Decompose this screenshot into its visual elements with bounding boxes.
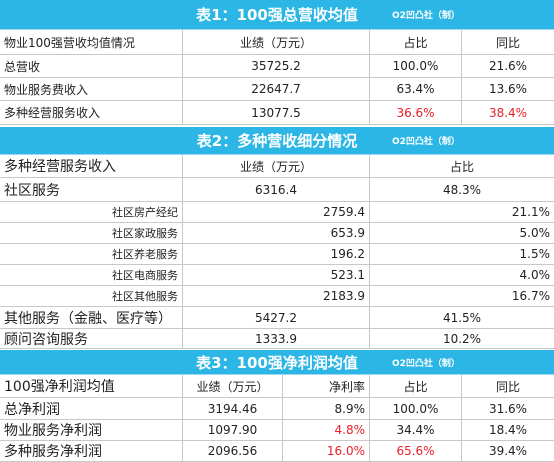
table: 表1：100强总营收均值 O2凹凸社（制） 物业100强营收均值情况 业绩（万元） 占比…	[0, 0, 554, 125]
table-cell: 社区房产经纪	[0, 202, 183, 222]
table-cell: 物业服务净利润	[0, 420, 183, 440]
table-cell: 社区电商服务	[0, 265, 183, 285]
table-cell: 多种服务净利润	[0, 441, 183, 461]
table-header: 表1：100强总营收均值 O2凹凸社（制）	[0, 0, 554, 30]
table-cell: 34.4%	[370, 420, 462, 440]
table-cell: 占比	[370, 30, 462, 54]
table-row: 社区服务 6316.4 48.3%	[0, 178, 554, 202]
table-cell: 业绩（万元）	[183, 155, 370, 177]
table-row: 总净利润 3194.46 8.9% 100.0% 31.6%	[0, 398, 554, 420]
table-row: 社区养老服务 196.2 1.5%	[0, 244, 554, 265]
credit: O2凹凸社（制）	[392, 358, 460, 369]
table-cell: 业绩（万元）	[183, 375, 283, 397]
table-cell: 100.0%	[370, 55, 462, 77]
table-cell: 523.1	[183, 265, 370, 285]
table-row: 多种经营服务收入 业绩（万元） 占比	[0, 155, 554, 178]
table-cell: 2759.4	[183, 202, 370, 222]
credit: O2凹凸社（制）	[392, 11, 460, 21]
table-title: 表1：100强总营收均值	[196, 6, 358, 24]
table-cell: 其他服务（金融、医疗等）	[0, 307, 183, 328]
table-cell: 36.6%	[370, 101, 462, 124]
table-cell: 39.4%	[488, 444, 528, 458]
table-row: 其他服务（金融、医疗等） 5427.2 41.5%	[0, 307, 554, 329]
table-row: 社区家政服务 653.9 5.0%	[0, 223, 554, 244]
table-cell: 196.2	[183, 244, 370, 264]
table-cell: 净利率	[283, 375, 370, 397]
table-header: 表2：多种营收细分情况 O2凹凸社（制）	[0, 127, 554, 155]
table-row: 100强净利润均值 业绩（万元） 净利率 占比 同比	[0, 375, 554, 398]
table-row: 物业服务净利润 1097.90 4.8% 34.4% 18.4%	[0, 420, 554, 441]
table-cell: 总净利润	[0, 398, 183, 419]
table-cell: 100.0%	[370, 398, 462, 419]
credit: O2凹凸社（制）	[392, 137, 460, 147]
table-cell: 同比	[495, 379, 520, 394]
table-cell: 4.8%	[283, 420, 370, 440]
table-cell: 10.2%	[442, 331, 482, 346]
table-row: 多种服务净利润 2096.56 16.0% 65.6% 39.4%	[0, 441, 554, 462]
table-row: 顾问咨询服务 1333.9 10.2%	[0, 329, 554, 349]
table-cell: 100强净利润均值	[0, 375, 183, 397]
table-cell: 16.0%	[283, 441, 370, 461]
table-cell: 13077.5	[183, 101, 370, 124]
table-cell: 31.6%	[488, 401, 528, 416]
table-cell: 顾问咨询服务	[0, 329, 183, 348]
table-cell: 653.9	[183, 223, 370, 243]
table-cell: 社区其他服务	[0, 286, 183, 306]
table-cell: 65.6%	[370, 441, 462, 461]
table-cell: 物业100强营收均值情况	[0, 30, 183, 54]
table-cell: 物业服务费收入	[0, 78, 183, 100]
table-row: 总营收 35725.2 100.0% 21.6%	[0, 55, 554, 78]
table-cell: 总营收	[0, 55, 183, 77]
table-cell: 48.3%	[442, 182, 482, 197]
table-cell: 4.0%	[519, 268, 551, 282]
table-cell: 16.7%	[511, 289, 550, 303]
table-row: 社区其他服务 2183.9 16.7%	[0, 286, 554, 307]
table-cell: 1.5%	[519, 247, 551, 261]
table-cell: 5427.2	[183, 307, 370, 328]
table-row: 物业100强营收均值情况 业绩（万元） 占比 同比	[0, 30, 554, 55]
table-cell: 同比	[495, 35, 520, 50]
table-cell: 41.5%	[442, 310, 482, 325]
table-cell: 18.4%	[488, 423, 528, 437]
table-cell: 1097.90	[183, 420, 283, 440]
table-cell: 21.6%	[488, 59, 528, 73]
table-cell: 22647.7	[183, 78, 370, 100]
table-header: 表3：100强净利润均值 O2凹凸社（制）	[0, 350, 554, 375]
table-cell: 社区家政服务	[0, 223, 183, 243]
table-cell: 业绩（万元）	[183, 30, 370, 54]
table-row: 多种经营服务收入 13077.5 36.6% 38.4%	[0, 101, 554, 125]
table-cell: 38.4%	[488, 105, 528, 120]
table-row: 社区电商服务 523.1 4.0%	[0, 265, 554, 286]
table-cell: 社区养老服务	[0, 244, 183, 264]
table-cell: 占比	[449, 159, 474, 174]
table: 表2：多种营收细分情况 O2凹凸社（制） 多种经营服务收入 业绩（万元） 占比 社区服务 6…	[0, 127, 554, 349]
table-cell: 5.0%	[519, 226, 551, 240]
table-row: 社区房产经纪 2759.4 21.1%	[0, 202, 554, 223]
table-cell: 2096.56	[183, 441, 283, 461]
table-title: 表3：100强净利润均值	[196, 353, 358, 372]
table: 表3：100强净利润均值 O2凹凸社（制） 100强净利润均值 业绩（万元） 净利率 占比…	[0, 350, 554, 462]
table-cell: 2183.9	[183, 286, 370, 306]
table-cell: 21.1%	[511, 205, 550, 219]
table-cell: 1333.9	[183, 329, 370, 348]
table-row: 物业服务费收入 22647.7 63.4% 13.6%	[0, 78, 554, 101]
table-cell: 8.9%	[283, 398, 370, 419]
table-cell: 多种经营服务收入	[0, 101, 183, 124]
table-cell: 多种经营服务收入	[0, 155, 183, 177]
table-cell: 13.6%	[488, 82, 528, 96]
table-cell: 35725.2	[183, 55, 370, 77]
table-cell: 63.4%	[370, 78, 462, 100]
table-title: 表2：多种营收细分情况	[196, 132, 358, 150]
table-cell: 社区服务	[0, 178, 183, 201]
table-cell: 6316.4	[183, 178, 370, 201]
table-cell: 占比	[370, 375, 462, 397]
table-cell: 3194.46	[183, 398, 283, 419]
